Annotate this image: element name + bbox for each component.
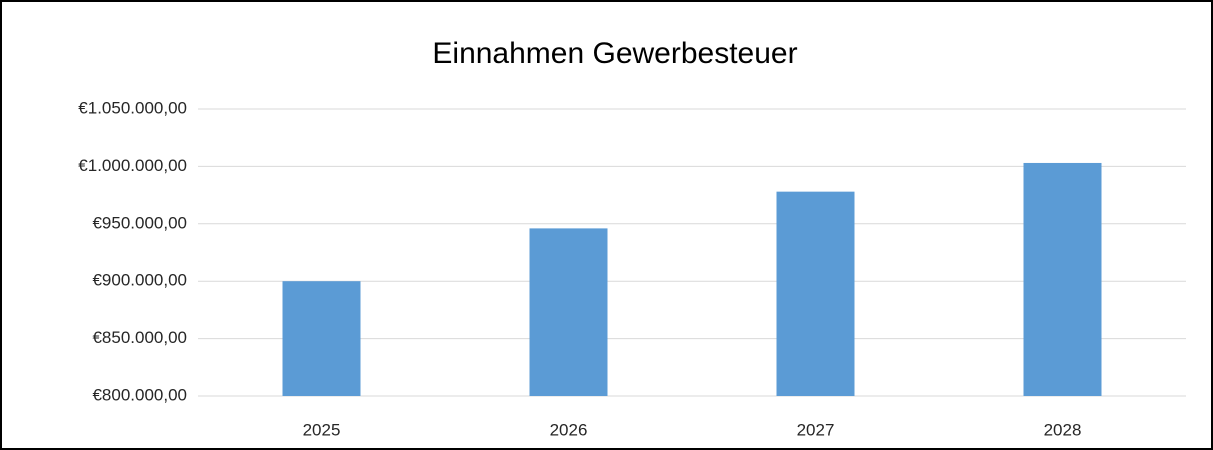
y-tick-label: €950.000,00 (92, 213, 187, 232)
bar (1023, 162, 1102, 396)
y-tick-label: €850.000,00 (92, 328, 187, 347)
bar (776, 191, 855, 396)
chart-title: Einnahmen Gewerbesteuer (432, 37, 797, 70)
x-tick-label: 2027 (797, 420, 835, 439)
y-tick-label: €800.000,00 (92, 385, 187, 404)
y-tick-label: €1.050.000,00 (78, 98, 187, 117)
y-tick-label: €1.000.000,00 (78, 156, 187, 175)
x-tick-label: 2026 (550, 420, 588, 439)
y-tick-label: €900.000,00 (92, 271, 187, 290)
bar (529, 228, 608, 396)
x-tick-label: 2025 (303, 420, 341, 439)
x-tick-label: 2028 (1044, 420, 1082, 439)
bar (282, 281, 361, 396)
